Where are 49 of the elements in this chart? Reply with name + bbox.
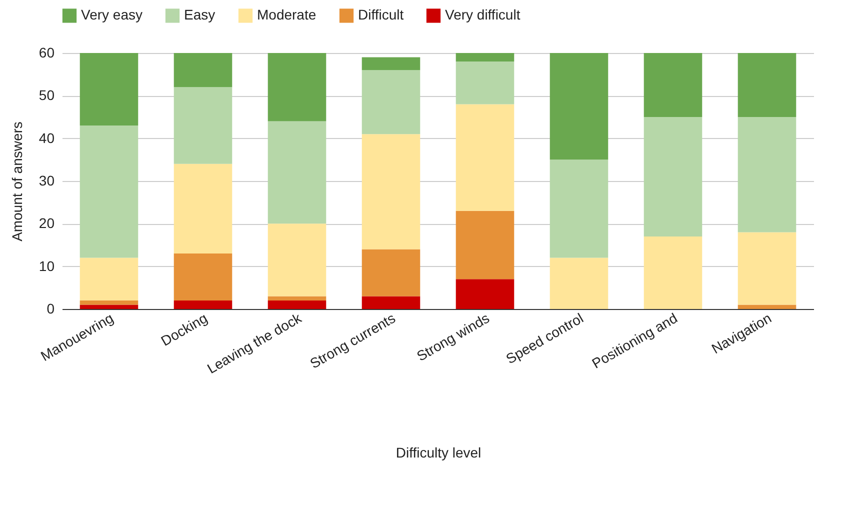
bar (738, 53, 796, 117)
bar (80, 126, 138, 258)
y-tick-label: 60 (38, 44, 55, 60)
bar (456, 210, 514, 280)
bar (268, 224, 326, 296)
bar (456, 104, 514, 211)
bar (738, 117, 796, 232)
bar (80, 53, 138, 126)
y-tick-label: 50 (38, 87, 55, 104)
bar (738, 304, 796, 309)
bar (362, 57, 420, 70)
bar (362, 70, 420, 134)
y-axis-title: Amount of answers (8, 122, 25, 242)
bar (362, 296, 420, 309)
legend-label: Difficult (358, 6, 404, 23)
y-tick-label: 30 (38, 172, 55, 188)
bar (456, 53, 514, 62)
bar (644, 236, 702, 309)
bar (174, 87, 232, 164)
y-tick-label: 40 (38, 130, 55, 146)
bar (174, 164, 232, 254)
bar (738, 232, 796, 305)
bar (362, 249, 420, 296)
y-tick-label: 20 (38, 215, 55, 232)
bar (550, 258, 608, 309)
x-axis-title: Difficulty level (396, 444, 482, 461)
bar (456, 62, 514, 104)
bar (80, 300, 138, 305)
bar (644, 117, 702, 236)
bar (268, 296, 326, 300)
bar (550, 53, 608, 160)
bar (174, 300, 232, 309)
bar (174, 254, 232, 300)
bar (80, 304, 138, 309)
legend-label: Easy (184, 6, 216, 23)
y-tick-label: 10 (38, 258, 55, 274)
bar (456, 279, 514, 309)
legend-label: Moderate (257, 6, 316, 23)
bar (550, 160, 608, 258)
bar (362, 134, 420, 250)
bar (268, 300, 326, 309)
bar (268, 53, 326, 122)
legend-label: Very difficult (445, 6, 520, 23)
legend-label: Very easy (81, 6, 142, 23)
y-tick-label: 0 (46, 300, 55, 316)
bar (644, 53, 702, 117)
bar (80, 258, 138, 300)
bar (268, 121, 326, 224)
bar (174, 53, 232, 88)
